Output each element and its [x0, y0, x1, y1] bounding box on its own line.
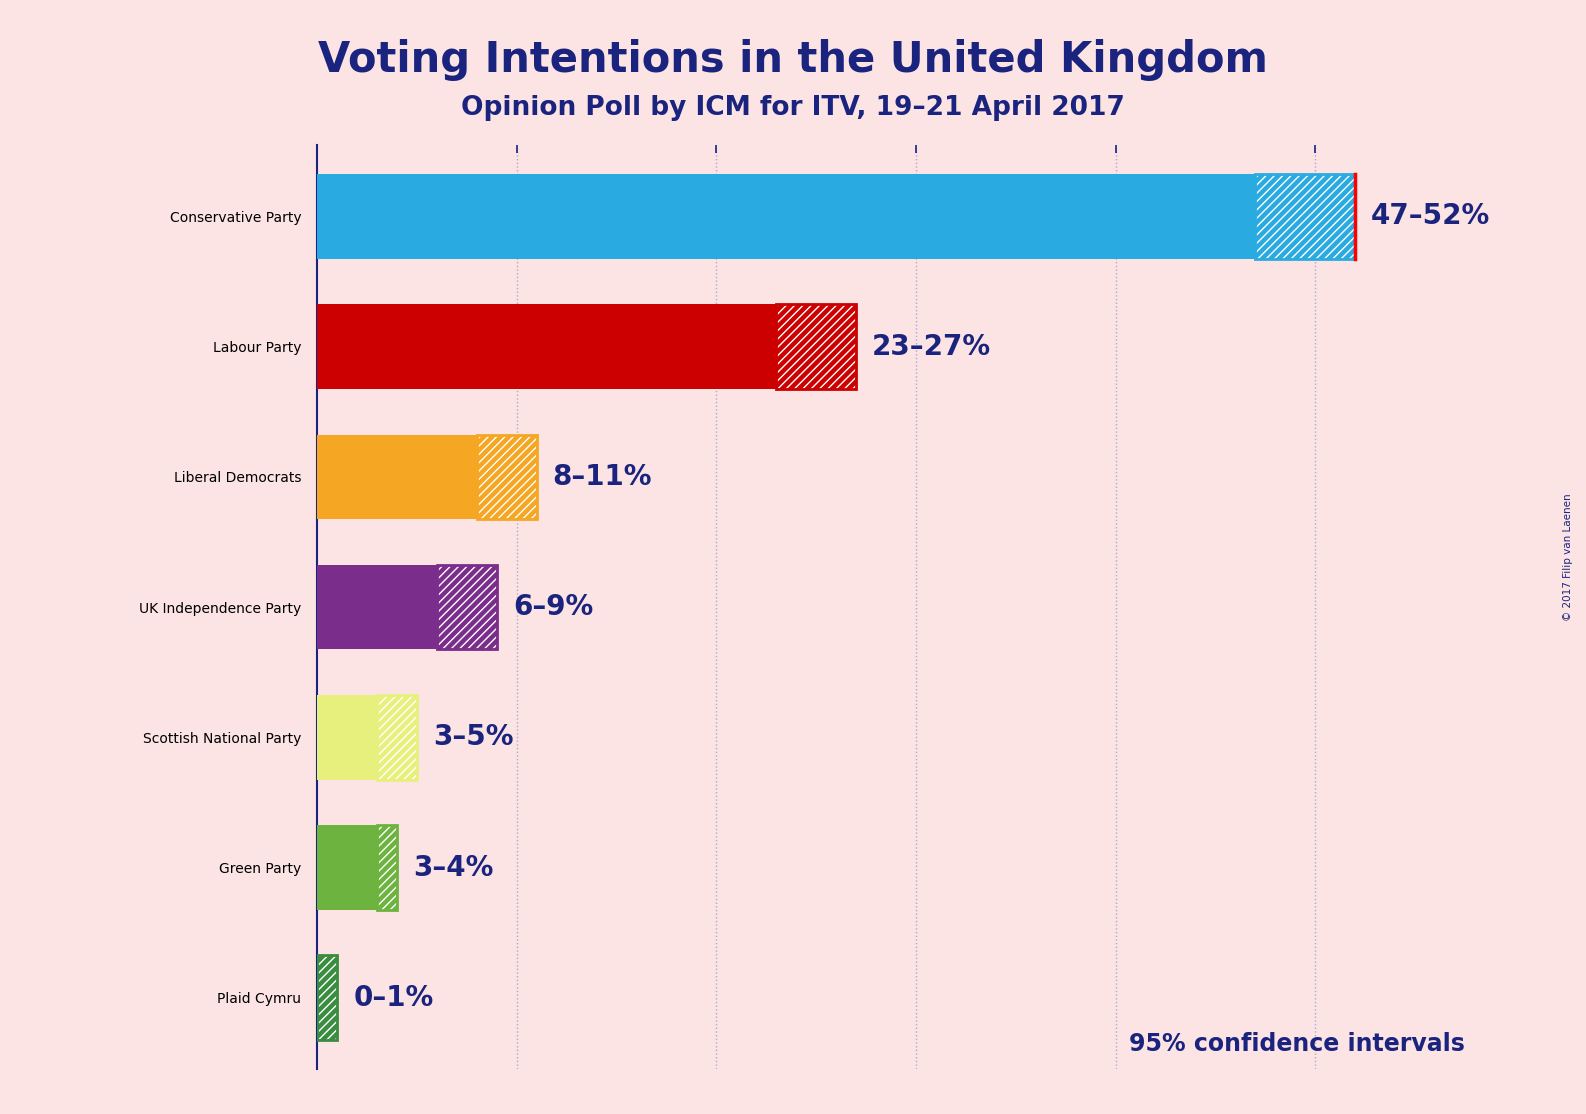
Bar	[438, 565, 496, 649]
Text: Opinion Poll by ICM for ITV, 19–21 April 2017: Opinion Poll by ICM for ITV, 19–21 April…	[462, 95, 1124, 120]
Bar	[1256, 174, 1354, 258]
Bar	[377, 695, 417, 780]
Text: 95% confidence intervals: 95% confidence intervals	[1129, 1033, 1465, 1056]
Bar	[377, 825, 396, 910]
Text: Voting Intentions in the United Kingdom: Voting Intentions in the United Kingdom	[319, 39, 1267, 81]
Text: 23–27%: 23–27%	[872, 333, 991, 361]
Bar	[377, 695, 417, 780]
Bar	[377, 825, 396, 910]
Bar	[317, 695, 377, 780]
Bar	[317, 174, 1256, 258]
Text: 3–5%: 3–5%	[433, 723, 514, 751]
Bar	[317, 434, 477, 519]
Text: 8–11%: 8–11%	[554, 463, 652, 491]
Bar	[317, 956, 338, 1040]
Bar	[1256, 174, 1354, 258]
Bar	[317, 956, 338, 1040]
Bar	[477, 434, 536, 519]
Text: 3–4%: 3–4%	[412, 853, 493, 881]
Bar	[317, 825, 377, 910]
Bar	[477, 434, 536, 519]
Text: © 2017 Filip van Laenen: © 2017 Filip van Laenen	[1564, 494, 1573, 620]
Bar	[776, 304, 856, 389]
Text: 47–52%: 47–52%	[1372, 203, 1491, 231]
Bar	[776, 304, 856, 389]
Text: 6–9%: 6–9%	[512, 593, 593, 622]
Bar	[438, 565, 496, 649]
Bar	[317, 565, 438, 649]
Text: 0–1%: 0–1%	[354, 984, 433, 1012]
Bar	[317, 304, 776, 389]
